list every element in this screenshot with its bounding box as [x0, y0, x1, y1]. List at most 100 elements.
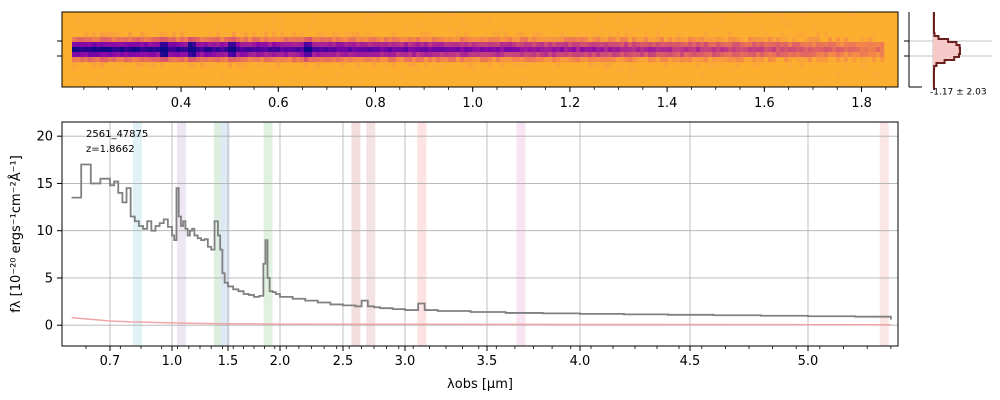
- heatmap-cell: [580, 52, 585, 58]
- heatmap-cell: [236, 52, 241, 58]
- heatmap-cell: [124, 47, 129, 53]
- heatmap-cell: [736, 37, 741, 43]
- heatmap-cell: [232, 37, 237, 43]
- spectrum-2d-image: [62, 12, 898, 88]
- heatmap-cell: [464, 52, 469, 58]
- heatmap-cell: [512, 37, 517, 43]
- heatmap-cell: [724, 37, 729, 43]
- heatmap-cell: [792, 52, 797, 58]
- heatmap-cell: [232, 47, 237, 53]
- heatmap-cell: [436, 47, 441, 53]
- heatmap-cell: [732, 52, 737, 58]
- heatmap-cell: [296, 52, 301, 58]
- heatmap-cell: [352, 47, 357, 53]
- heatmap-cell: [776, 47, 781, 53]
- spectrum-2d-xtick-label: 1.2: [560, 96, 581, 111]
- heatmap-cell: [568, 52, 573, 58]
- heatmap-cell: [568, 47, 573, 53]
- heatmap-cell: [432, 52, 437, 58]
- heatmap-cell: [408, 57, 413, 63]
- heatmap-cell: [748, 57, 753, 63]
- heatmap-cell: [468, 62, 473, 68]
- heatmap-cell: [528, 52, 533, 58]
- emission-band: [263, 122, 273, 346]
- heatmap-cell: [136, 67, 141, 73]
- heatmap-cell: [848, 47, 853, 53]
- heatmap-cell: [324, 32, 329, 38]
- heatmap-cell: [548, 47, 553, 53]
- heatmap-cell: [372, 57, 377, 63]
- heatmap-cell: [628, 57, 633, 63]
- heatmap-cell: [832, 47, 837, 53]
- heatmap-cell: [664, 42, 669, 48]
- heatmap-cell: [272, 57, 277, 63]
- heatmap-cell: [480, 12, 485, 18]
- heatmap-cell: [680, 52, 685, 58]
- emission-band: [516, 122, 526, 346]
- heatmap-cell: [836, 57, 841, 63]
- heatmap-cell: [864, 57, 869, 63]
- heatmap-cell: [576, 37, 581, 43]
- heatmap-cell: [244, 62, 249, 68]
- emission-band: [176, 122, 186, 346]
- heatmap-cell: [252, 42, 257, 48]
- heatmap-cell: [172, 37, 177, 43]
- heatmap-cell: [232, 42, 237, 48]
- heatmap-cell: [312, 37, 317, 43]
- heatmap-cell: [236, 37, 241, 43]
- heatmap-cell: [844, 82, 849, 88]
- heatmap-cell: [80, 52, 85, 58]
- heatmap-cell: [360, 82, 365, 88]
- heatmap-cell: [580, 37, 585, 43]
- heatmap-cell: [276, 57, 281, 63]
- heatmap-cell: [796, 47, 801, 53]
- heatmap-cell: [244, 22, 249, 28]
- heatmap-cell: [496, 47, 501, 53]
- heatmap-cell: [720, 42, 725, 48]
- emission-band: [132, 122, 142, 346]
- heatmap-cell: [412, 37, 417, 43]
- heatmap-cell: [400, 57, 405, 63]
- heatmap-cell: [88, 37, 93, 43]
- heatmap-cell: [568, 42, 573, 48]
- heatmap-cell: [604, 37, 609, 43]
- heatmap-cell: [236, 47, 241, 53]
- heatmap-cell: [380, 47, 385, 53]
- heatmap-cell: [632, 57, 637, 63]
- heatmap-cell: [632, 52, 637, 58]
- heatmap-cell: [612, 42, 617, 48]
- heatmap-cell: [416, 42, 421, 48]
- heatmap-cell: [352, 32, 357, 38]
- heatmap-cell: [684, 52, 689, 58]
- heatmap-cell: [664, 82, 669, 88]
- heatmap-cell: [368, 22, 373, 28]
- heatmap-cell: [408, 62, 413, 68]
- heatmap-cell: [188, 47, 193, 53]
- heatmap-cell: [228, 57, 233, 63]
- y-tick-label: 20: [36, 130, 53, 145]
- heatmap-cell: [712, 27, 717, 33]
- heatmap-cell: [504, 42, 509, 48]
- heatmap-cell: [760, 52, 765, 58]
- heatmap-cell: [636, 42, 641, 48]
- heatmap-cell: [764, 72, 769, 78]
- heatmap-cell: [796, 42, 801, 48]
- heatmap-cell: [300, 52, 305, 58]
- heatmap-cell: [272, 17, 277, 23]
- heatmap-cell: [452, 52, 457, 58]
- heatmap-cell: [704, 47, 709, 53]
- heatmap-cell: [572, 52, 577, 58]
- heatmap-cell: [240, 42, 245, 48]
- heatmap-cell: [548, 42, 553, 48]
- heatmap-cell: [552, 57, 557, 63]
- heatmap-cell: [152, 52, 157, 58]
- heatmap-cell: [280, 47, 285, 53]
- heatmap-cell: [696, 37, 701, 43]
- heatmap-cell: [392, 42, 397, 48]
- heatmap-cell: [536, 42, 541, 48]
- heatmap-cell: [300, 57, 305, 63]
- heatmap-cell: [420, 52, 425, 58]
- heatmap-cell: [276, 62, 281, 68]
- heatmap-cell: [772, 37, 777, 43]
- heatmap-cell: [304, 37, 309, 43]
